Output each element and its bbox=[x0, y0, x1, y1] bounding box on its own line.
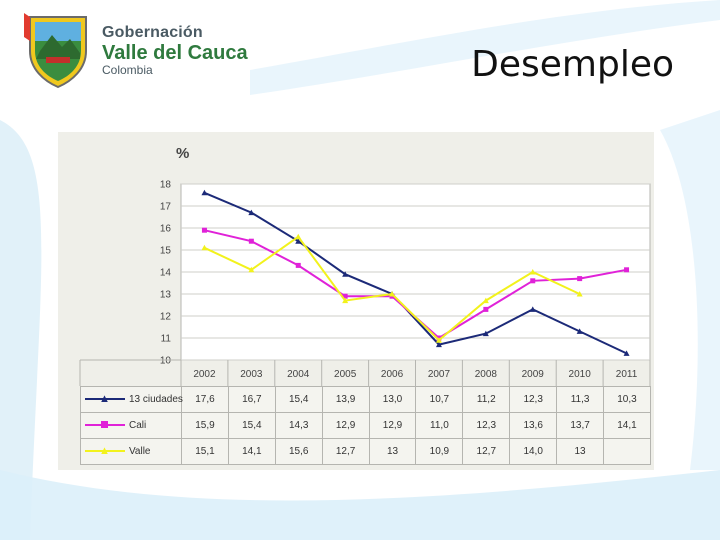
data-point-cali bbox=[483, 306, 489, 312]
x-tick-label: 2004 bbox=[287, 369, 310, 380]
table-cell: 12,7 bbox=[462, 438, 511, 465]
data-point-13-ciudades bbox=[435, 341, 442, 348]
data-point-valle bbox=[389, 291, 396, 297]
x-tick-label: 2007 bbox=[428, 369, 451, 380]
table-cell: 13 bbox=[368, 438, 417, 465]
table-cell: 11,3 bbox=[556, 386, 605, 413]
data-point-valle bbox=[295, 233, 302, 240]
data-point-cali bbox=[248, 238, 254, 244]
data-point-cali bbox=[201, 227, 207, 233]
data-point-valle bbox=[482, 297, 489, 304]
data-point-13-ciudades bbox=[482, 330, 489, 337]
slide-title: Desempleo bbox=[471, 44, 674, 85]
y-tick-label: 12 bbox=[160, 312, 172, 323]
table-row-cali: Cali 15,9 15,4 14,3 12,9 12,9 11,0 12,3 13,6 13,7… bbox=[80, 412, 651, 439]
data-point-cali bbox=[530, 278, 536, 284]
x-tick-label: 2003 bbox=[240, 369, 263, 380]
table-cell: 10,9 bbox=[415, 438, 464, 465]
legend-entry: Valle bbox=[80, 438, 182, 465]
table-cell: 12,7 bbox=[321, 438, 370, 465]
table-cell: 14,3 bbox=[274, 412, 323, 439]
legend-label: Valle bbox=[129, 446, 151, 457]
table-cell: 14,1 bbox=[227, 438, 276, 465]
logo-line-gobernacion: Gobernación bbox=[102, 23, 203, 41]
data-point-13-ciudades bbox=[529, 306, 536, 312]
y-tick-label: 15 bbox=[160, 246, 172, 257]
data-point-valle bbox=[248, 266, 255, 273]
x-tick-label: 2009 bbox=[522, 369, 545, 380]
y-tick-label: 18 bbox=[160, 180, 172, 191]
data-point-13-ciudades bbox=[201, 189, 208, 196]
legend-entry: Cali bbox=[80, 412, 182, 439]
data-table: 13 ciudades 17,6 16,7 15,4 13,9 13,0 10,7 11,2 1… bbox=[80, 386, 651, 465]
data-point-cali bbox=[624, 267, 630, 273]
legend-key-cali bbox=[85, 420, 125, 430]
y-tick-label: 17 bbox=[160, 202, 172, 213]
legend-label: 13 ciudades bbox=[129, 394, 183, 405]
x-tick-label: 2005 bbox=[334, 369, 357, 380]
table-cell bbox=[603, 438, 651, 465]
x-tick-label: 2011 bbox=[616, 369, 638, 380]
table-cell: 13,6 bbox=[509, 412, 558, 439]
coat-of-arms-icon bbox=[24, 13, 87, 89]
table-cell: 17,6 bbox=[181, 386, 229, 413]
data-point-cali bbox=[342, 293, 348, 299]
table-cell: 10,7 bbox=[415, 386, 464, 413]
series-line-13-ciudades bbox=[204, 191, 627, 355]
data-point-cali bbox=[577, 276, 583, 282]
table-cell: 15,4 bbox=[274, 386, 323, 413]
legend-label: Cali bbox=[129, 420, 147, 431]
y-tick-label: 16 bbox=[160, 224, 172, 235]
data-point-13-ciudades bbox=[576, 328, 583, 334]
table-row-13-ciudades: 13 ciudades 17,6 16,7 15,4 13,9 13,0 10,7 11,2 1… bbox=[80, 386, 651, 413]
line-chart-svg: 10 11 12 13 14 15 16 17 18% 2002 2003 2004 2005 2006 2… bbox=[79, 145, 651, 386]
table-cell: 11,2 bbox=[462, 386, 511, 413]
table-cell: 15,9 bbox=[181, 412, 229, 439]
legend-entry: 13 ciudades bbox=[80, 386, 183, 413]
table-cell: 12,9 bbox=[368, 412, 417, 439]
x-tick-label: 2006 bbox=[381, 369, 404, 380]
logo-line-colombia: Colombia bbox=[102, 62, 153, 77]
table-cell: 15,1 bbox=[181, 438, 229, 465]
data-point-valle bbox=[342, 297, 349, 304]
table-cell: 16,7 bbox=[227, 386, 276, 413]
data-point-cali bbox=[295, 262, 301, 268]
y-tick-label: 10 bbox=[160, 356, 172, 367]
y-axis-label: % bbox=[176, 145, 189, 162]
table-cell: 12,9 bbox=[321, 412, 370, 439]
table-cell: 12,3 bbox=[462, 412, 511, 439]
table-cell: 13,0 bbox=[368, 386, 417, 413]
logo-line-valle-del-cauca: Valle del Cauca bbox=[102, 41, 248, 64]
data-point-valle bbox=[435, 337, 442, 343]
data-point-13-ciudades bbox=[342, 271, 349, 277]
data-point-valle bbox=[201, 244, 208, 251]
table-cell: 13 bbox=[556, 438, 605, 465]
data-point-13-ciudades bbox=[248, 209, 255, 216]
table-cell: 13,7 bbox=[556, 412, 605, 439]
y-tick-label: 14 bbox=[160, 268, 172, 279]
x-tick-label: 2002 bbox=[193, 369, 216, 380]
y-tick-label: 13 bbox=[160, 290, 172, 301]
table-row-valle: Valle 15,1 14,1 15,6 12,7 13 10,9 12,7 14,0 13 bbox=[80, 438, 651, 465]
table-cell: 10,3 bbox=[603, 386, 651, 413]
table-cell: 14,0 bbox=[509, 438, 558, 465]
table-cell: 15,6 bbox=[274, 438, 323, 465]
table-cell: 11,0 bbox=[415, 412, 464, 439]
table-cell: 13,9 bbox=[321, 386, 370, 413]
data-point-valle bbox=[529, 269, 536, 275]
y-tick-label: 11 bbox=[161, 334, 172, 345]
table-cell: 12,3 bbox=[509, 386, 558, 413]
x-tick-label: 2010 bbox=[569, 369, 592, 380]
data-point-valle bbox=[576, 291, 583, 297]
data-point-13-ciudades bbox=[295, 238, 302, 244]
data-point-13-ciudades bbox=[623, 350, 630, 356]
government-logo[interactable]: Gobernación Valle del Cauca Colombia bbox=[22, 10, 252, 90]
x-tick-label: 2008 bbox=[475, 369, 498, 380]
table-cell: 14,1 bbox=[603, 412, 651, 439]
legend-key-13-ciudades bbox=[85, 394, 125, 404]
table-cell: 15,4 bbox=[227, 412, 276, 439]
legend-key-valle bbox=[85, 446, 125, 456]
unemployment-chart: 10 11 12 13 14 15 16 17 18% 2002 2003 2004 2005 2006 2… bbox=[58, 132, 654, 470]
